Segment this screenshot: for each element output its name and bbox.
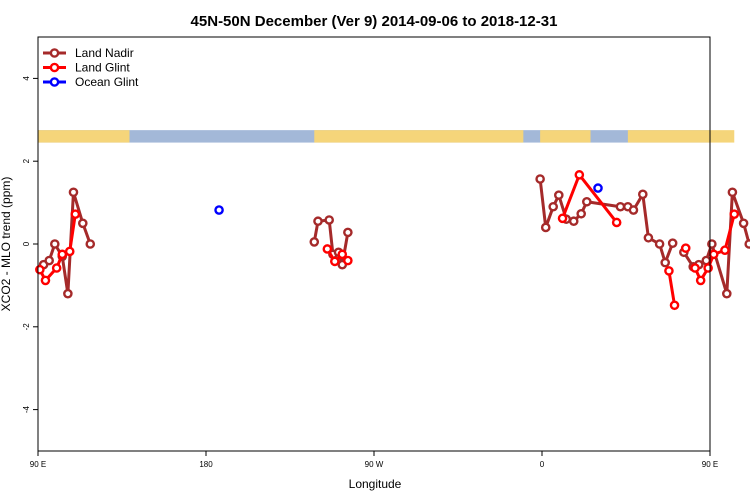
data-point	[568, 216, 579, 227]
data-point	[654, 239, 665, 249]
y-axis-title: XCO2 - MLO trend (ppm)	[0, 177, 13, 312]
plot-frame	[37, 36, 711, 452]
data-point	[63, 288, 73, 299]
data-point	[324, 215, 335, 225]
land-strip	[314, 130, 524, 143]
data-point	[722, 288, 732, 299]
data-point	[667, 238, 678, 248]
data-point	[85, 239, 96, 249]
data-point	[57, 249, 68, 260]
data-point	[322, 244, 333, 254]
data-point	[664, 266, 674, 276]
data-point	[35, 264, 45, 275]
data-point	[611, 217, 622, 228]
legend-label: Land Glint	[75, 61, 130, 75]
land-strip	[627, 130, 735, 143]
data-series	[35, 170, 750, 311]
data-point	[690, 263, 700, 273]
data-point	[669, 300, 680, 311]
data-point	[51, 263, 62, 273]
series-line	[667, 270, 677, 306]
data-point	[707, 239, 717, 249]
land-strip	[38, 130, 130, 143]
data-point	[708, 249, 719, 260]
data-point	[214, 205, 224, 215]
legend-marker	[49, 48, 60, 58]
data-point	[744, 239, 750, 249]
data-point	[64, 246, 75, 257]
data-point	[540, 222, 551, 233]
data-point	[628, 205, 639, 215]
data-point	[70, 209, 81, 219]
data-point	[615, 201, 626, 212]
y-tick-label: 0	[22, 241, 31, 246]
y-tick-label: -4	[22, 405, 31, 413]
data-point	[576, 208, 587, 219]
data-point	[638, 189, 648, 200]
x-tick-label: 0	[540, 460, 545, 469]
data-point	[643, 232, 654, 243]
data-point	[78, 218, 88, 229]
x-tick-label: 180	[199, 460, 213, 469]
data-point	[695, 275, 706, 286]
x-tick-label: 90 E	[30, 460, 46, 469]
land-strip	[540, 130, 591, 143]
data-point	[313, 216, 323, 227]
x-tick-label: 90 W	[365, 460, 384, 469]
x-axis-title: Longitude	[349, 477, 402, 491]
y-tick-label: 4	[22, 76, 31, 81]
data-point	[593, 183, 603, 193]
data-point	[738, 218, 749, 229]
legend-label: Land Nadir	[75, 46, 134, 60]
data-point	[703, 263, 713, 273]
y-tick-label: -2	[22, 323, 31, 331]
x-axis: 90 E 180 90 W 0 90 E	[30, 451, 718, 469]
data-point	[50, 239, 60, 249]
data-point	[309, 237, 320, 247]
legend-label: Ocean Glint	[75, 75, 139, 89]
data-point	[44, 255, 55, 266]
data-point	[720, 245, 730, 256]
data-point	[343, 255, 353, 266]
y-tick-label: 2	[22, 158, 31, 163]
data-point	[535, 174, 545, 184]
data-point	[68, 187, 79, 198]
legend-marker	[49, 62, 60, 73]
legend-marker	[49, 77, 60, 87]
land-ocean-strip	[38, 130, 735, 143]
data-point	[554, 190, 564, 200]
chart-title: 45N-50N December (Ver 9) 2014-09-06 to 2…	[191, 13, 558, 30]
data-point	[729, 209, 740, 219]
data-point	[574, 170, 585, 180]
data-point	[548, 201, 559, 212]
data-point	[727, 187, 738, 198]
data-point	[337, 249, 348, 260]
data-point	[582, 196, 592, 207]
data-point	[329, 256, 340, 267]
data-point	[40, 275, 51, 286]
data-point	[343, 227, 353, 238]
y-axis: -4 -2 0 2 4	[22, 76, 38, 413]
data-point	[680, 243, 691, 253]
data-point	[557, 213, 568, 224]
x-tick-label: 90 E	[702, 460, 718, 469]
data-point	[660, 257, 671, 268]
